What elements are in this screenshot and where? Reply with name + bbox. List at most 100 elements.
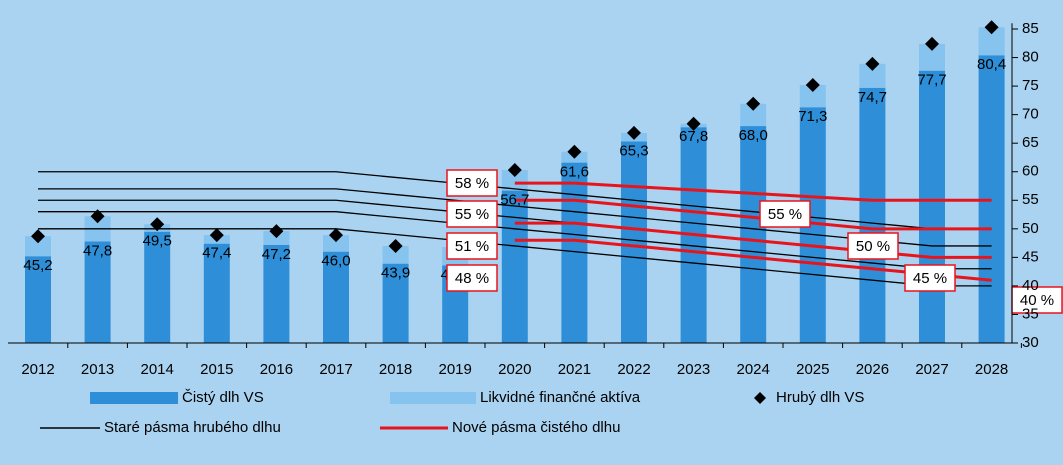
bar — [144, 231, 171, 343]
data-label: 80,4 — [977, 56, 1006, 73]
data-label: 61,6 — [560, 164, 589, 181]
annotation-box — [847, 232, 899, 260]
bar — [799, 84, 826, 108]
y-tick-label: 65 — [1022, 134, 1039, 151]
data-label: 68,0 — [739, 127, 768, 144]
data-label: 65,3 — [619, 142, 648, 159]
diamond-marker — [31, 229, 45, 244]
data-label: 47,8 — [83, 242, 112, 259]
diamond-marker — [90, 209, 105, 224]
legend-swatch — [754, 392, 766, 404]
data-label: 56,7 — [500, 192, 529, 209]
old-band-line — [38, 188, 992, 247]
annotation: 40 % — [1020, 292, 1054, 309]
annotation: 50 % — [856, 238, 890, 255]
y-tick-label: 35 — [1022, 305, 1039, 322]
bar — [740, 126, 767, 343]
x-tick-label: 2027 — [915, 361, 948, 378]
data-label: 45,2 — [23, 257, 52, 274]
new-band-line — [514, 221, 992, 259]
y-tick-label: 40 — [1022, 277, 1039, 294]
bar — [919, 70, 945, 343]
bar — [621, 141, 647, 343]
x-tick-label: 2013 — [81, 361, 114, 378]
diamond-marker — [329, 228, 343, 243]
diamond-marker — [925, 36, 939, 51]
diamond-marker — [686, 116, 701, 131]
diamond-marker — [150, 217, 165, 232]
y-tick-label: 60 — [1022, 163, 1039, 180]
annotation: 55 % — [455, 206, 489, 223]
annotation-box — [759, 200, 811, 228]
annotation-box — [904, 264, 956, 292]
legend-label: Likvidné finančné aktíva — [480, 389, 641, 406]
bar — [501, 170, 528, 191]
x-tick-label: 2025 — [796, 361, 829, 378]
bar — [382, 245, 409, 264]
data-label: 43,9 — [381, 265, 410, 282]
annotation: 55 % — [768, 206, 802, 223]
new-band-line — [514, 198, 992, 231]
y-tick-label: 70 — [1022, 106, 1039, 123]
x-tick-label: 2023 — [677, 361, 710, 378]
diamond-marker — [865, 56, 880, 71]
diamond-marker — [269, 224, 284, 239]
bar — [203, 243, 230, 343]
x-tick-label: 2018 — [379, 361, 412, 378]
y-tick-label: 45 — [1022, 248, 1039, 265]
x-tick-label: 2017 — [319, 361, 352, 378]
x-tick-label: 2016 — [260, 361, 293, 378]
y-tick-label: 55 — [1022, 191, 1039, 208]
bar — [382, 263, 409, 343]
legend-label: Hrubý dlh VS — [776, 389, 864, 406]
diamond-marker — [567, 144, 582, 159]
bar — [84, 241, 111, 343]
annotation-box — [446, 169, 498, 197]
diamond-marker — [627, 125, 641, 140]
data-label: 74,7 — [858, 89, 887, 106]
bar — [859, 63, 886, 88]
data-label: 46,0 — [321, 253, 350, 270]
data-label: 47,2 — [262, 246, 291, 263]
x-tick-label: 2026 — [856, 361, 889, 378]
bar — [859, 87, 886, 344]
diamond-marker — [805, 77, 820, 92]
y-tick-label: 80 — [1022, 49, 1039, 66]
x-tick-label: 2028 — [975, 361, 1008, 378]
legend-label: Nové pásma čistého dlhu — [452, 419, 620, 436]
old-band-line — [38, 211, 992, 270]
x-tick-label: 2012 — [21, 361, 54, 378]
legend-label: Staré pásma hrubého dlhu — [104, 419, 281, 436]
bar — [501, 190, 528, 343]
legend-swatch — [90, 392, 178, 404]
data-label: 47,4 — [202, 245, 231, 262]
annotation: 51 % — [455, 238, 489, 255]
annotation-box — [1011, 286, 1063, 314]
y-tick-label: 50 — [1022, 220, 1039, 237]
diamond-marker — [984, 20, 999, 35]
legend-label: Čistý dlh VS — [182, 389, 264, 406]
old-band-line — [38, 171, 992, 230]
x-tick-label: 2015 — [200, 361, 233, 378]
x-tick-label: 2022 — [617, 361, 650, 378]
bar — [25, 236, 51, 257]
annotation: 45 % — [913, 270, 947, 287]
data-label: 67,8 — [679, 128, 708, 145]
diamond-marker — [388, 238, 403, 253]
y-tick-label: 75 — [1022, 77, 1039, 94]
legend-swatch — [390, 392, 476, 404]
diamond-marker — [507, 163, 522, 178]
annotation-box — [446, 200, 498, 228]
annotation: 48 % — [455, 270, 489, 287]
bar — [323, 235, 349, 252]
bar — [323, 251, 349, 343]
annotation-box — [446, 232, 498, 260]
data-label: 77,7 — [917, 72, 946, 89]
x-tick-label: 2020 — [498, 361, 531, 378]
new-band-line — [514, 181, 992, 202]
annotation-box — [446, 264, 498, 292]
diamond-marker — [746, 96, 761, 111]
annotation: 58 % — [455, 175, 489, 192]
x-tick-label: 2019 — [439, 361, 472, 378]
